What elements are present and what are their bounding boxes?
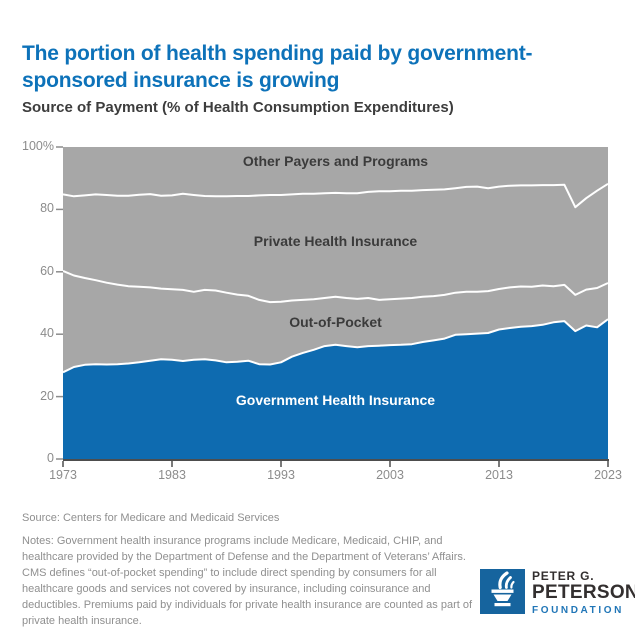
boundary-line-0 (62, 318, 609, 374)
source-note: Source: Centers for Medicare and Medicai… (22, 512, 280, 524)
x-tick-label: 1983 (158, 468, 186, 482)
y-tick-label: 60 (40, 264, 54, 278)
logo-wordmark: PETER G. PETERSON FOUNDATION (532, 569, 635, 617)
area-label-government-insurance: Government Health Insurance (235, 392, 436, 408)
x-tick-label: 2013 (485, 468, 513, 482)
boundary-line-1 (62, 269, 609, 304)
chart-canvas (56, 146, 609, 467)
x-tick-label: 1993 (267, 468, 295, 482)
torch-icon (480, 569, 525, 614)
area-government-fill (63, 319, 608, 459)
boundary-line-2 (62, 182, 609, 209)
logo-foundation: FOUNDATION (532, 604, 624, 616)
chart-subtitle: Source of Payment (% of Health Consumpti… (22, 99, 454, 116)
page-title: The portion of health spending paid by g… (22, 42, 533, 93)
x-tick-label: 2003 (376, 468, 404, 482)
area-label-out-of-pocket: Out-of-Pocket (289, 314, 382, 330)
y-tick-label: 0 (47, 451, 54, 465)
y-tick-label: 20 (40, 389, 54, 403)
y-tick-label: 40 (40, 326, 54, 340)
y-tick-label: 100% (22, 139, 54, 153)
peterson-foundation-logo: PETER G. PETERSON FOUNDATION (480, 569, 635, 617)
area-label-private-insurance: Private Health Insurance (253, 233, 418, 249)
logo-peter-g: PETER G. (532, 569, 595, 583)
area-label-other-payers: Other Payers and Programs (242, 153, 429, 169)
y-tick-label: 80 (40, 201, 54, 215)
notes-text: Notes: Government health insurance progr… (22, 535, 473, 627)
x-tick-label: 2023 (594, 468, 622, 482)
stacked-area-chart: 100% 80 60 40 20 0 1973 1983 1993 2003 2… (0, 130, 635, 485)
logo-peterson: PETERSON (532, 582, 635, 604)
x-tick-label: 1973 (49, 468, 77, 482)
